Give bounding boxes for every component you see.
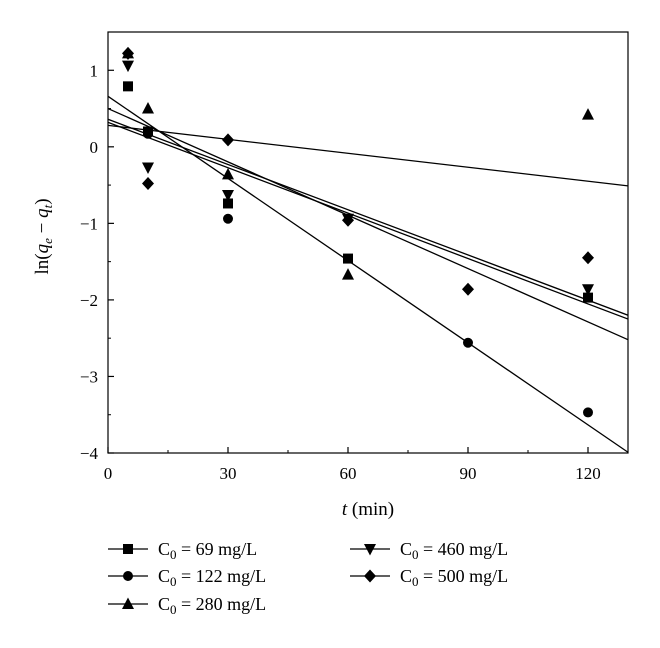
y-axis-label: ln(qe − qt) bbox=[32, 198, 55, 274]
series-5 bbox=[122, 46, 594, 296]
x-tick-label: 60 bbox=[340, 464, 357, 483]
x-tick-label: 0 bbox=[104, 464, 113, 483]
fit-line-4 bbox=[108, 121, 628, 320]
data-point bbox=[142, 102, 154, 114]
legend-label: C0 = 122 mg/L bbox=[158, 566, 266, 589]
legend-marker bbox=[364, 569, 376, 583]
fit-line-1 bbox=[108, 118, 628, 316]
axes: 0 30 60 90 120 −4 −3 −2 −1 0 1 t (min) ln(qe − qt) bbox=[32, 31, 629, 520]
data-point bbox=[223, 213, 233, 224]
data-point bbox=[222, 190, 234, 202]
legend-entry-2: C0 = 122 mg/L bbox=[108, 566, 266, 589]
data-point bbox=[582, 108, 594, 120]
data-point bbox=[143, 128, 153, 139]
y-tick-label: 0 bbox=[90, 138, 99, 157]
fit-lines bbox=[108, 95, 628, 453]
x-axis-label: t (min) bbox=[342, 499, 394, 520]
data-point bbox=[582, 284, 594, 296]
data-point bbox=[122, 60, 134, 73]
x-tick-label: 30 bbox=[220, 464, 237, 483]
legend-marker bbox=[122, 597, 134, 609]
data-point bbox=[343, 253, 353, 264]
legend-label: C0 = 500 mg/L bbox=[400, 566, 508, 589]
legend-marker bbox=[123, 571, 133, 581]
data-point bbox=[463, 337, 473, 348]
data-point bbox=[142, 162, 154, 174]
y-tick-label: −4 bbox=[80, 444, 99, 463]
data-point bbox=[582, 251, 594, 265]
data-point bbox=[223, 198, 233, 209]
data-point bbox=[342, 213, 354, 227]
data-point bbox=[583, 292, 593, 303]
plot-frame bbox=[107, 31, 629, 454]
y-tick-label: −2 bbox=[80, 291, 98, 310]
x-tick-label: 90 bbox=[460, 464, 477, 483]
data-point bbox=[142, 177, 154, 191]
legend-marker bbox=[364, 544, 376, 556]
legend-entry-5: C0 = 500 mg/L bbox=[350, 566, 508, 589]
legend-label: C0 = 460 mg/L bbox=[400, 539, 508, 562]
plot-area bbox=[108, 46, 628, 453]
y-tick-label: −3 bbox=[80, 367, 98, 386]
series-3 bbox=[122, 46, 594, 280]
fit-line-3 bbox=[108, 124, 628, 187]
data-point bbox=[122, 46, 134, 60]
x-tick-label: 120 bbox=[575, 464, 601, 483]
legend: C0 = 69 mg/L C0 = 122 mg/L C0 = 280 mg/L C0… bbox=[108, 539, 508, 617]
fit-line-5 bbox=[108, 107, 628, 341]
series-2 bbox=[143, 128, 593, 418]
data-point bbox=[123, 81, 133, 92]
legend-label: C0 = 280 mg/L bbox=[158, 594, 266, 617]
legend-entry-4: C0 = 460 mg/L bbox=[350, 539, 508, 562]
series-4 bbox=[122, 60, 594, 296]
legend-entry-3: C0 = 280 mg/L bbox=[108, 594, 266, 617]
fit-line-2 bbox=[108, 95, 628, 453]
data-point bbox=[342, 268, 354, 280]
legend-marker bbox=[123, 544, 133, 554]
y-tick-label: −1 bbox=[80, 214, 98, 233]
y-tick-label: 1 bbox=[90, 61, 99, 80]
data-point bbox=[583, 407, 593, 418]
data-point bbox=[222, 167, 234, 180]
legend-label: C0 = 69 mg/L bbox=[158, 539, 257, 562]
series-1 bbox=[123, 81, 593, 303]
data-point bbox=[462, 282, 474, 296]
legend-entry-1: C0 = 69 mg/L bbox=[108, 539, 257, 562]
data-point bbox=[222, 133, 234, 147]
